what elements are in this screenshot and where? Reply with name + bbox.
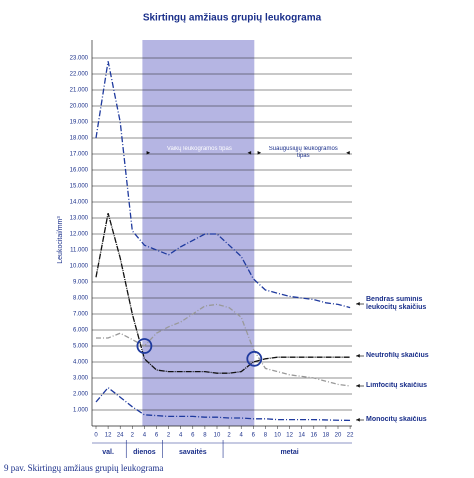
legend-entry-text: Monocitų skaičius bbox=[366, 416, 427, 423]
x-tick-label: 10 bbox=[274, 433, 281, 439]
series-line bbox=[95, 213, 351, 374]
x-tick-label: 24 bbox=[117, 433, 124, 439]
x-group-label: dienos bbox=[133, 449, 156, 456]
y-tick-label: 16.000 bbox=[70, 168, 89, 174]
crossover-circle bbox=[246, 350, 263, 367]
legend-entry-text: Bendras suminis leukocitų skaičius bbox=[366, 296, 427, 311]
annotation: Vaikų leukogramos tipas bbox=[166, 146, 232, 152]
arrow: ◄ bbox=[345, 151, 351, 157]
annotation-text: Vaikų leukogramos tipas bbox=[166, 146, 232, 152]
y-tick-label: 5.000 bbox=[73, 344, 89, 350]
series-line bbox=[95, 61, 351, 309]
legend-entry: Bendras suminis leukocitų skaičius bbox=[366, 296, 427, 311]
x-tick-label: 6 bbox=[155, 433, 159, 439]
x-tick-label: 6 bbox=[252, 433, 256, 439]
x-tick-label: 12 bbox=[105, 433, 112, 439]
x-group-label: savaitės bbox=[179, 449, 207, 456]
legend-entry-text: Limfocitų skaičius bbox=[366, 382, 428, 389]
y-tick-label: 10.000 bbox=[70, 264, 89, 270]
x-group-label: val. bbox=[102, 449, 114, 456]
x-tick-label: 12 bbox=[286, 433, 293, 439]
series-line bbox=[96, 303, 351, 387]
y-tick-label: 6.000 bbox=[73, 328, 89, 334]
y-tick-label: 11.000 bbox=[70, 248, 89, 254]
arrow: ◄ bbox=[246, 151, 252, 157]
y-tick-label: 21.000 bbox=[70, 88, 89, 94]
legend-arrow: ◄ bbox=[355, 384, 361, 390]
y-tick-label: 3.000 bbox=[73, 376, 89, 382]
x-tick-label: 10 bbox=[214, 433, 221, 439]
legend-entry-text: Neutrofilų skaičius bbox=[366, 352, 429, 359]
crossover-circle bbox=[136, 338, 153, 354]
x-tick-label: 2 bbox=[131, 433, 135, 439]
y-tick-label: 8.000 bbox=[73, 296, 89, 302]
y-tick-label: 17.000 bbox=[70, 152, 89, 158]
annotation: Suaugusiųjų leukogramos tipas bbox=[268, 146, 338, 159]
y-tick-label: 20.000 bbox=[70, 104, 89, 110]
annotation-text: Suaugusiųjų leukogramos tipas bbox=[268, 146, 338, 159]
series-line bbox=[95, 386, 351, 422]
legend-entry: Monocitų skaičius bbox=[366, 416, 427, 423]
legend-entry: Neutrofilų skaičius bbox=[366, 352, 429, 359]
x-tick-label: 4 bbox=[179, 433, 183, 439]
legend-arrow: ◄ bbox=[355, 354, 361, 360]
x-tick-label: 20 bbox=[335, 433, 342, 439]
y-tick-label: 2.000 bbox=[73, 392, 89, 398]
caption: 9 pav. Skirtingų amžiaus grupių leukogra… bbox=[4, 463, 163, 473]
y-tick-label: 23.000 bbox=[70, 56, 89, 62]
y-tick-label: 7.000 bbox=[73, 312, 89, 318]
arrow: ► bbox=[256, 151, 262, 157]
y-tick-label: 15.000 bbox=[70, 184, 89, 190]
y-tick-label: 22.000 bbox=[70, 72, 89, 78]
legend-entry: Limfocitų skaičius bbox=[366, 382, 428, 389]
x-tick-label: 2 bbox=[227, 433, 231, 439]
y-tick-label: 4.000 bbox=[73, 360, 89, 366]
x-tick-label: 6 bbox=[191, 433, 195, 439]
x-tick-label: 18 bbox=[323, 433, 330, 439]
x-tick-label: 8 bbox=[203, 433, 207, 439]
x-tick-label: 8 bbox=[264, 433, 268, 439]
x-tick-label: 4 bbox=[143, 433, 147, 439]
chart-title: Skirtingų amžiaus grupių leukograma bbox=[143, 13, 322, 24]
x-tick-label: 4 bbox=[240, 433, 244, 439]
x-tick-label: 0 bbox=[94, 433, 98, 439]
y-tick-label: 18.000 bbox=[70, 136, 89, 142]
x-tick-label: 16 bbox=[310, 433, 317, 439]
x-tick-label: 2 bbox=[167, 433, 171, 439]
y-tick-label: 9.000 bbox=[73, 280, 89, 286]
x-tick-label: 14 bbox=[298, 433, 305, 439]
y-tick-label: 12.000 bbox=[70, 232, 89, 238]
x-tick-label: 22 bbox=[347, 433, 354, 439]
y-tick-label: 14.000 bbox=[70, 200, 89, 206]
y-axis-label: Leukocitai/mm³ bbox=[57, 216, 64, 264]
arrow: ► bbox=[145, 151, 151, 157]
legend-arrow: ◄ bbox=[355, 418, 361, 424]
y-tick-label: 13.000 bbox=[70, 216, 89, 222]
shaded-region bbox=[142, 40, 255, 426]
legend-arrow: ◄ bbox=[355, 302, 361, 308]
y-tick-label: 1.000 bbox=[73, 408, 89, 414]
x-group-label: metai bbox=[280, 449, 298, 456]
y-tick-label: 19.000 bbox=[70, 120, 89, 126]
